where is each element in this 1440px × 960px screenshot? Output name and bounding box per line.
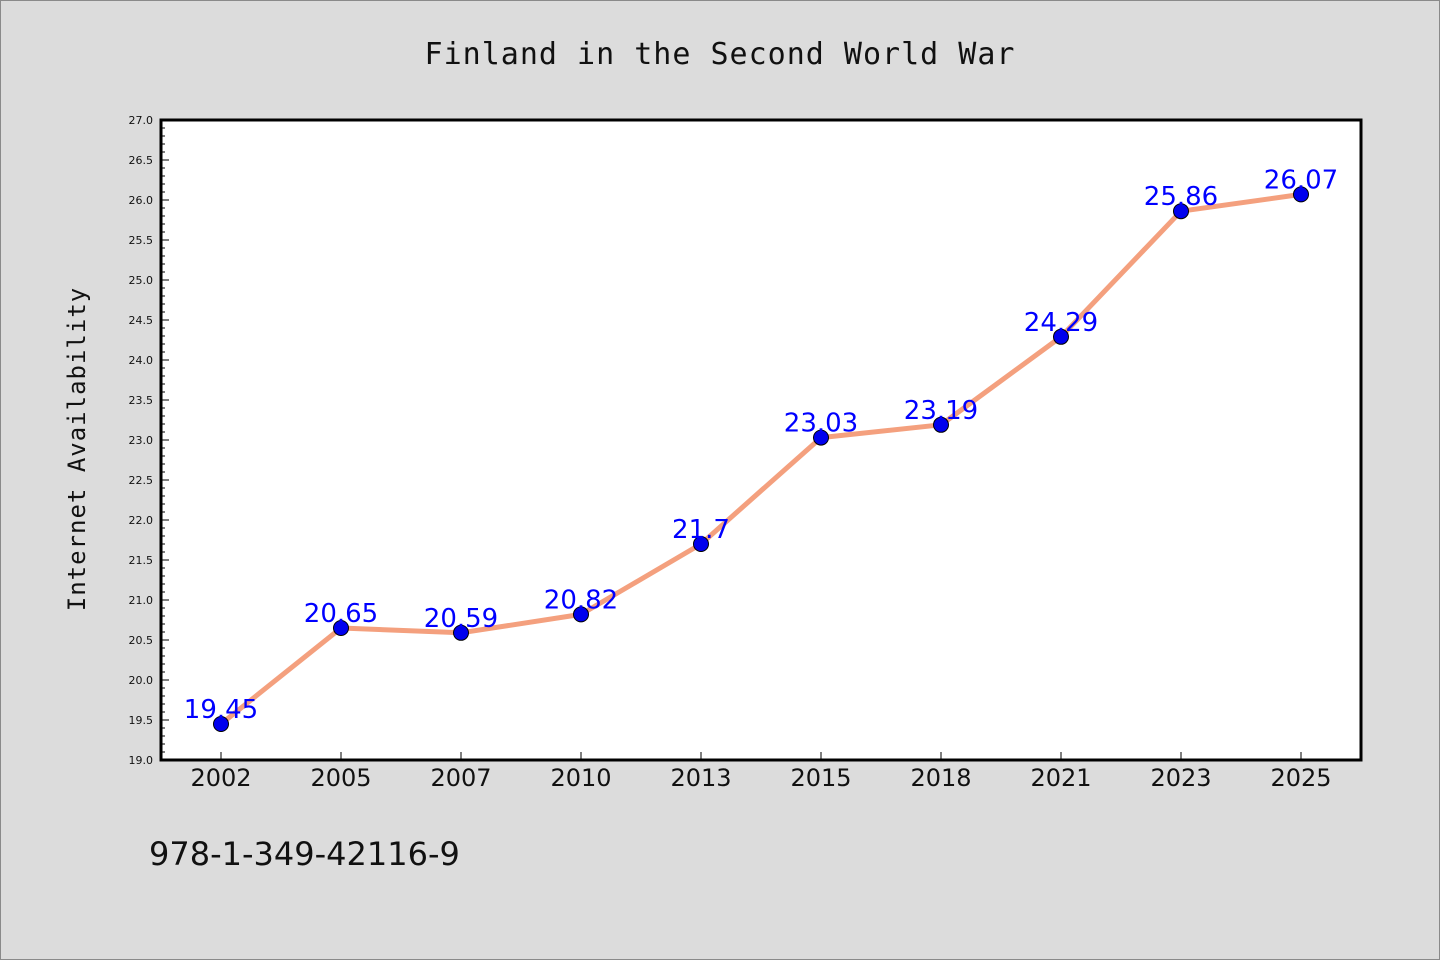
x-tick-label: 2023 [1150,764,1211,792]
data-point [933,416,949,433]
y-tick-label: 22.5 [129,474,154,487]
x-tick-label: 2005 [310,764,371,792]
y-tick-label: 22.0 [129,514,154,527]
y-tick-label: 20.5 [129,634,154,647]
data-label: 23.19 [904,396,978,426]
data-label: 19.45 [184,695,258,725]
data-point [1053,328,1069,345]
x-tick-label: 2018 [910,764,971,792]
isbn-text: 978-1-349-42116-9 [149,835,460,873]
chart-title: Finland in the Second World War [425,37,1016,72]
y-tick-label: 25.5 [129,234,154,247]
y-tick-label: 23.0 [129,434,154,447]
data-label: 26.07 [1264,165,1338,195]
y-axis-label: Internet Availability [63,287,91,611]
data-point [333,620,349,636]
data-point [1173,203,1189,220]
y-tick-label: 20.0 [129,674,154,687]
y-tick-label: 21.0 [129,594,154,607]
data-point [693,536,709,552]
y-tick-label: 24.0 [129,354,154,367]
x-tick-label: 2021 [1030,764,1091,792]
y-tick-label: 19.5 [129,714,154,727]
data-label-group: 19.45 20.65 20.59 20.82 21.7 23.03 23.19 24.29 2… [184,165,1338,725]
series-line [219,191,1302,726]
x-tick-label: 2025 [1270,764,1331,792]
marker-group [213,186,1309,732]
x-tick-label: 2015 [790,764,851,792]
data-label: 21.7 [672,515,730,545]
data-label: 25.86 [1144,182,1218,212]
data-label: 24.29 [1024,308,1098,338]
x-tick-label: 2002 [190,764,251,792]
data-point [573,606,589,623]
data-label: 23.03 [784,409,858,439]
data-label: 20.82 [544,585,618,615]
y-tick-label: 26.5 [129,154,154,167]
y-tick-label: 19.0 [129,754,154,767]
x-tick-label: 2007 [430,764,491,792]
y-tick-label: 21.5 [129,554,154,567]
y-tick-label: 23.5 [129,394,154,407]
x-tick-label: 2010 [550,764,611,792]
data-point [213,716,229,732]
y-axis: 19.0 19.5 20.0 20.5 21.0 21.5 22.0 22.5 23.0 23.5… [129,114,169,767]
data-point [1293,186,1309,203]
x-tick-label: 2013 [670,764,731,792]
y-tick-label: 25.0 [129,274,154,287]
data-label: 20.65 [304,599,378,629]
data-label: 20.59 [424,604,498,634]
data-point [813,429,829,446]
x-axis: 2002 2005 2007 2010 2013 2015 2018 2021 2023 2025 [190,752,1332,792]
y-tick-label: 26.0 [129,194,154,207]
plot-area [159,118,1363,762]
y-tick-label: 27.0 [129,114,154,127]
series-line-group [219,191,1302,726]
y-tick-label: 24.5 [129,314,154,327]
data-point [453,624,469,641]
